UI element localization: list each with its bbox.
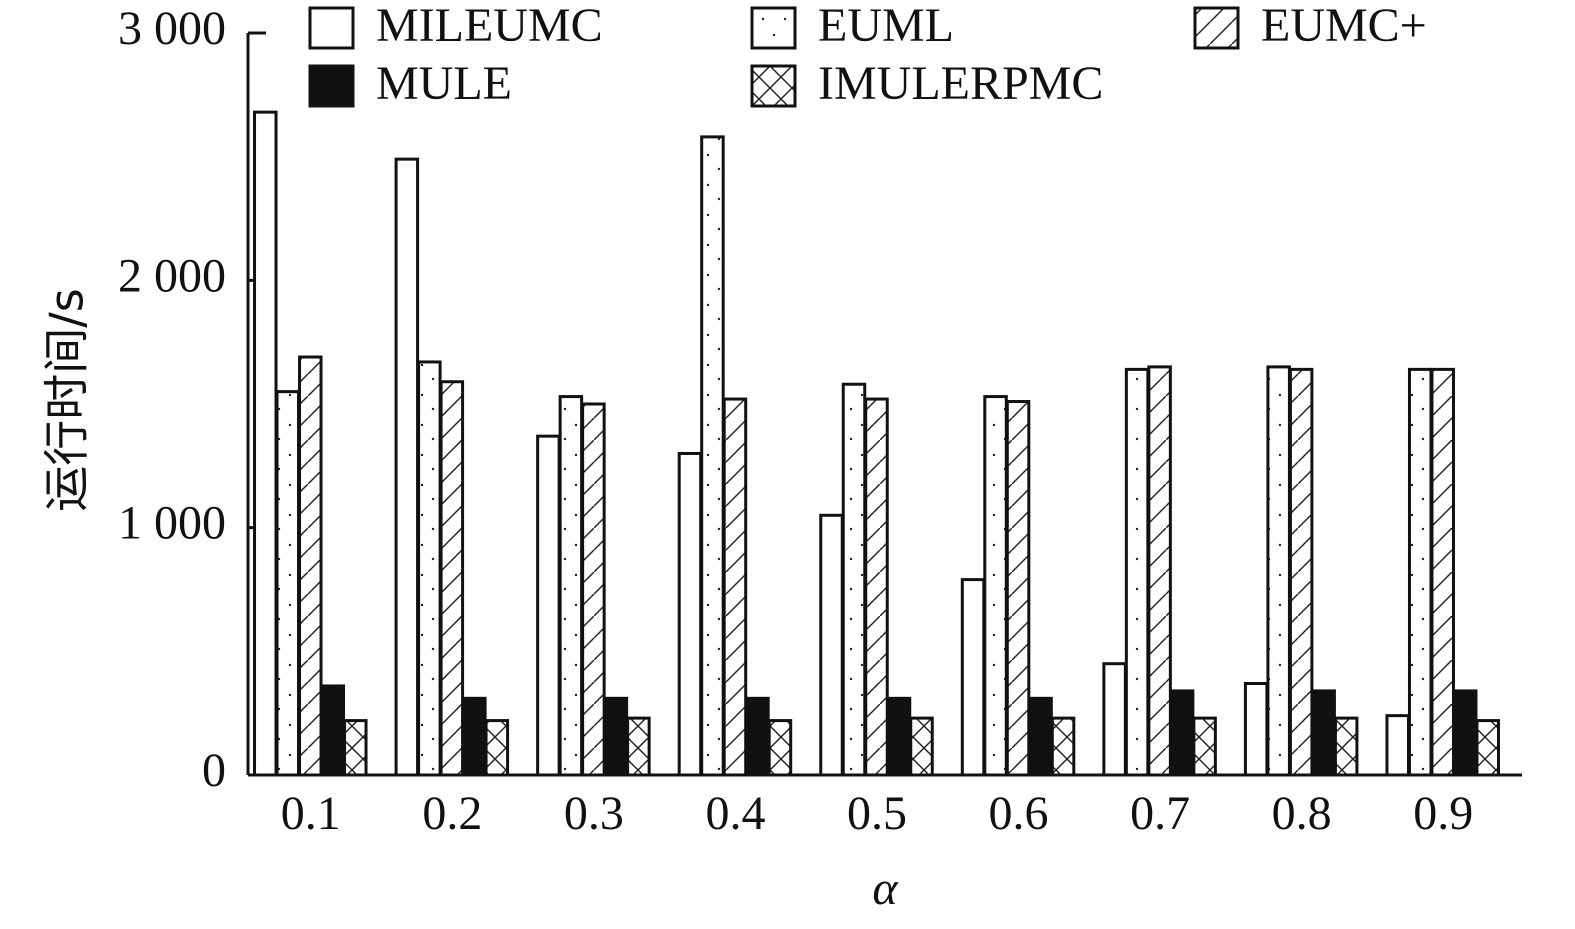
bar	[767, 719, 793, 777]
bar	[1430, 367, 1455, 777]
bar	[909, 716, 934, 777]
bar	[819, 513, 844, 777]
bar	[484, 719, 510, 777]
bar	[886, 696, 912, 777]
x-tick-label: 0.3	[564, 787, 624, 840]
y-axis-label: 运行时间/s	[40, 288, 94, 511]
y-tick-label: 0	[202, 744, 226, 797]
bar	[394, 157, 420, 777]
bar	[1147, 365, 1172, 777]
bar	[1475, 719, 1500, 777]
bar	[1169, 689, 1195, 777]
bar	[1028, 696, 1053, 777]
bar	[745, 696, 770, 777]
x-axis-label: α	[872, 862, 898, 915]
bar	[581, 402, 606, 777]
legend-swatch	[308, 64, 355, 108]
bar	[677, 451, 703, 777]
legend-swatch	[750, 64, 797, 108]
legend-label: EUMC+	[1261, 0, 1427, 52]
x-tick-label: 0.4	[705, 787, 765, 840]
bar	[439, 380, 465, 777]
bar	[253, 110, 278, 777]
legend-label: IMULERPMC	[818, 57, 1103, 110]
x-tick-label: 0.8	[1272, 787, 1332, 840]
bar	[1266, 365, 1291, 777]
bar	[275, 390, 301, 777]
bar	[983, 395, 1008, 777]
bar	[1050, 716, 1076, 777]
legend-label: MILEUMC	[376, 0, 603, 52]
bar	[1102, 662, 1127, 777]
legend-swatch	[1193, 6, 1240, 50]
legend-label: EUML	[818, 0, 954, 52]
bar	[700, 135, 725, 777]
bar	[1005, 400, 1031, 777]
x-tick-label: 0.6	[989, 787, 1049, 840]
bar	[1407, 367, 1433, 777]
bar	[1192, 716, 1217, 777]
bar	[462, 696, 487, 777]
bar	[960, 578, 986, 777]
x-tick-label: 0.9	[1413, 787, 1473, 840]
bar	[1385, 714, 1410, 777]
x-tick-label: 0.7	[1130, 787, 1190, 840]
bar	[1311, 689, 1336, 777]
x-tick-label: 0.2	[422, 787, 482, 840]
x-tick-label: 0.1	[281, 787, 341, 840]
bar	[626, 716, 651, 777]
y-tick-label: 1 000	[118, 497, 226, 550]
bar	[1288, 367, 1314, 777]
bar	[417, 360, 442, 777]
bar	[343, 719, 368, 777]
bar	[298, 355, 323, 777]
bar	[603, 696, 629, 777]
y-tick-label: 3 000	[118, 2, 226, 55]
bar	[1452, 689, 1478, 777]
bar	[536, 434, 561, 777]
bar	[1333, 716, 1359, 777]
legend-label: MULE	[376, 57, 512, 110]
legend-swatch	[308, 6, 355, 50]
y-tick-label: 2 000	[118, 249, 226, 302]
bar	[841, 382, 867, 777]
bar	[320, 684, 346, 777]
bar	[864, 397, 889, 777]
legend-swatch	[750, 6, 797, 50]
x-tick-label: 0.5	[847, 787, 907, 840]
bar	[722, 397, 748, 777]
bar	[1243, 681, 1269, 777]
bar	[1124, 367, 1150, 777]
bar	[558, 395, 584, 777]
